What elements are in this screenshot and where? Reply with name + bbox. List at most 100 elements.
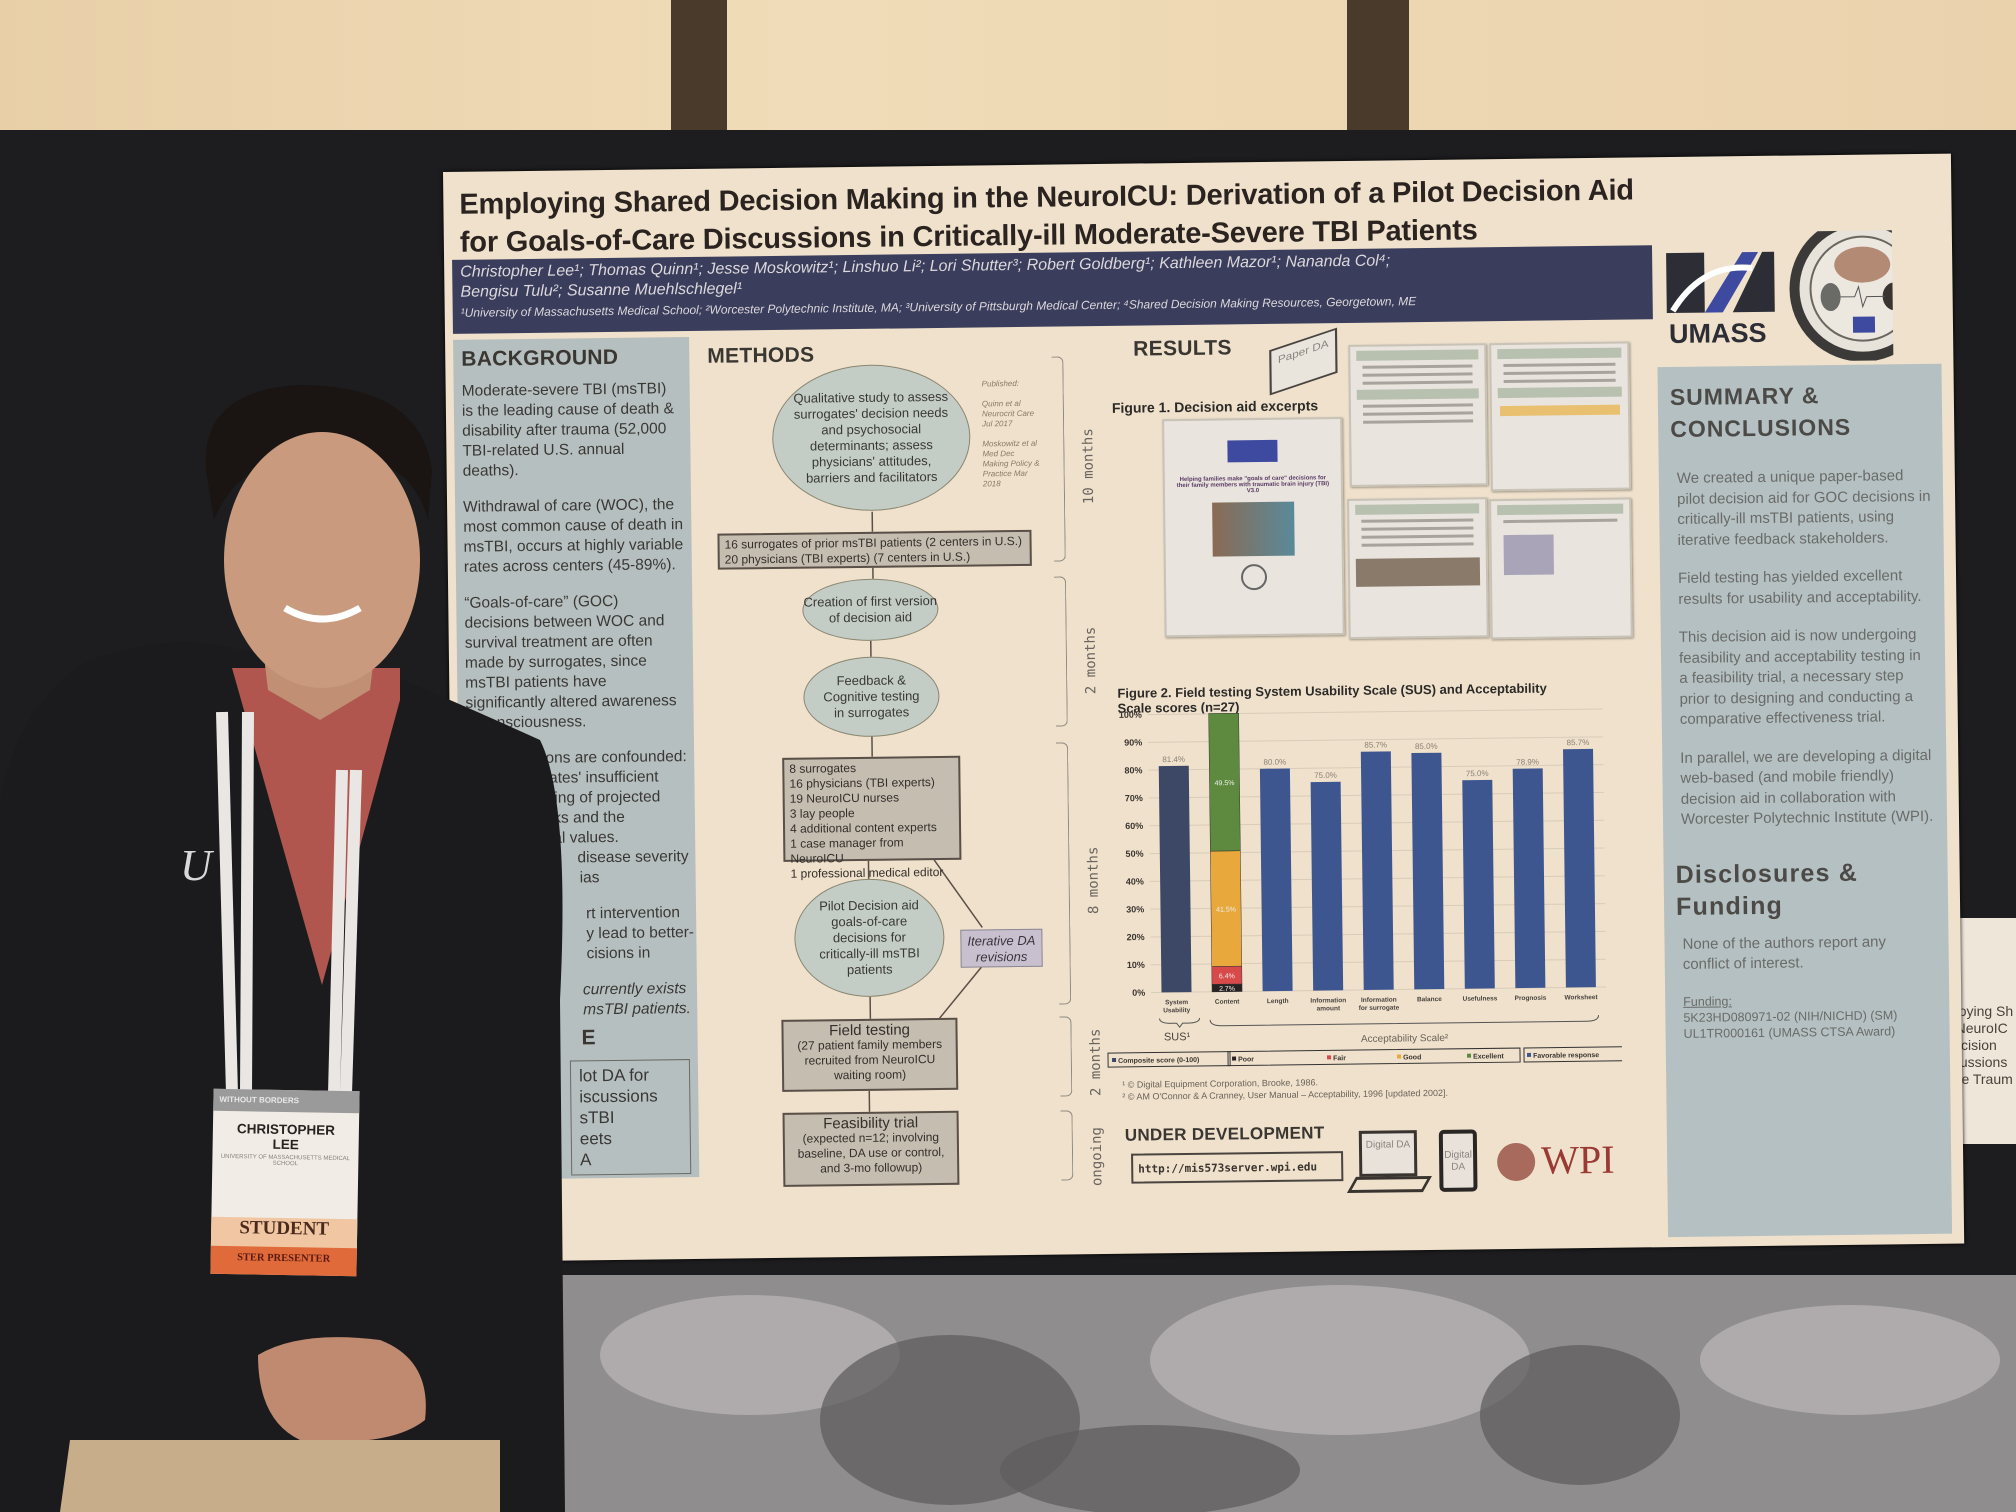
bar-value-label: 75.0% (1314, 771, 1337, 780)
lanyard (216, 711, 362, 1095)
wall-pillar (671, 0, 727, 150)
legend-label: Good (1403, 1054, 1421, 1061)
x-tick-label: Usefulness (1463, 995, 1498, 1002)
y-tick-label: 70% (1125, 793, 1143, 803)
y-tick-label: 100% (1119, 710, 1142, 720)
legend-swatch (1527, 1052, 1532, 1057)
segment-label: 2.7% (1219, 986, 1235, 993)
y-tick-label: 90% (1124, 737, 1142, 747)
y-tick-label: 10% (1127, 960, 1145, 970)
bar (1411, 752, 1445, 990)
x-tick-label: Balance (1417, 996, 1442, 1003)
legend-swatch (1112, 1057, 1117, 1063)
legend-label: Poor (1238, 1056, 1254, 1063)
laptop-keyboard-icon (1346, 1175, 1432, 1194)
flow-iterative-revisions: Iterative DA revisions (960, 928, 1043, 968)
bar (1310, 781, 1344, 991)
bar (1360, 751, 1394, 990)
timeline-bracket (1051, 356, 1066, 562)
legend-box (1523, 1046, 1623, 1063)
bar (1259, 768, 1293, 992)
legend-label: Composite score (0-100) (1118, 1057, 1199, 1065)
wpi-seal-icon (1496, 1142, 1536, 1182)
bar (1158, 765, 1192, 993)
flow-box-feasibility-trial: Feasibility trial (expected n=12; involvi… (782, 1110, 960, 1187)
pants (60, 1440, 500, 1512)
jacket-logo: U (180, 841, 215, 890)
timeline-label: ongoing (1088, 1126, 1106, 1187)
wall-pillar (1347, 0, 1409, 150)
segment-label: 6.4% (1219, 973, 1235, 980)
phone-icon: Digital DA (1438, 1129, 1478, 1192)
timeline-bracket (1059, 1016, 1073, 1097)
research-poster: Employing Shared Decision Making in the … (443, 153, 1965, 1262)
y-tick-label: 30% (1126, 904, 1144, 914)
x-tick-label: Worksheet (1564, 994, 1598, 1001)
figure1-caption: Figure 1. Decision aid excerpts (1111, 397, 1319, 416)
flow-box-field-testing: Field testing (27 patient family members … (781, 1017, 959, 1092)
hands (258, 1337, 426, 1442)
legend-swatch (1327, 1055, 1332, 1060)
flow-box-participants-1: 16 surrogates of prior msTBI patients (2… (717, 529, 1032, 570)
face (224, 432, 420, 688)
prototype-url[interactable]: http://mis573server.wpi.edu (1131, 1151, 1344, 1184)
x-tick-label: Usability (1163, 1007, 1191, 1014)
smile (283, 604, 362, 623)
legend-box (1107, 1051, 1231, 1068)
decision-aid-page-excerpt (1347, 497, 1489, 639)
flow-box-participants-2: 8 surrogates 16 physicians (TBI experts) 1… (782, 755, 962, 881)
publication-notes: Published: Quinn et al Neurocrit Care Ju… (981, 378, 1040, 489)
x-tick-label: Prognosis (1515, 995, 1547, 1002)
legend-swatch (1232, 1056, 1237, 1061)
bar-value-label: 85.0% (1415, 742, 1438, 751)
x-tick-label: Content (1215, 998, 1240, 1005)
jacket (0, 642, 565, 1512)
figure2-bar-chart: 0% 10% 20% 30% 40% 50% 60% 70% 80% 90% 100% 81.4% Sy… (1107, 708, 1623, 1068)
wall (0, 0, 2016, 150)
decision-aid-page-excerpt (1489, 497, 1633, 640)
laptop-icon: Digital DA (1358, 1130, 1418, 1177)
x-tick-label: Length (1267, 998, 1289, 1005)
paper-da-book-icon: Paper DA (1269, 327, 1338, 396)
decision-aid-page-excerpt (1489, 341, 1631, 492)
y-tick-label: 0% (1132, 988, 1145, 998)
presenter-ribbon: STER PRESENTER (210, 1245, 357, 1277)
timeline-bracket (1053, 576, 1068, 727)
bar-value-label: 78.9% (1516, 757, 1539, 766)
timeline-label: 10 months (1080, 428, 1098, 505)
x-tick-label: System (1165, 999, 1188, 1006)
sus-bracket (1159, 1017, 1201, 1029)
segment-label: 49.5% (1215, 780, 1235, 787)
flowchart-connectors (867, 511, 984, 1112)
y-tick-label: 20% (1126, 932, 1144, 942)
timeline-label: 2 months (1082, 626, 1100, 695)
section-heading: SUMMARY & CONCLUSIONS (1669, 382, 1852, 443)
acceptability-bracket (1209, 1015, 1600, 1027)
umass-logo: UMASS (1666, 230, 1894, 362)
under-development-heading: UNDER DEVELOPMENT (1124, 1123, 1325, 1145)
x-tick-label: Information (1310, 997, 1346, 1004)
summary-section: SUMMARY & CONCLUSIONS We created a uniqu… (1657, 363, 1953, 1238)
presenter-person: U (0, 385, 565, 1512)
y-tick-label: 80% (1124, 765, 1142, 775)
student-ribbon: STUDENT (210, 1216, 358, 1250)
y-tick-label: 50% (1125, 849, 1143, 859)
decision-aid-cover-excerpt: Helping families make "goals of care" de… (1162, 417, 1345, 638)
timeline-bracket (1060, 1110, 1074, 1181)
y-tick-label: 40% (1126, 876, 1144, 886)
legend-swatch (1467, 1053, 1472, 1058)
cover-photo (1212, 501, 1295, 557)
bar (1462, 779, 1495, 989)
section-heading: RESULTS (1133, 336, 1232, 361)
segment-label: 41.5% (1216, 907, 1236, 914)
legend-label: Fair (1333, 1055, 1346, 1062)
sus-group-label: SUS¹ (1164, 1031, 1191, 1043)
bar (1512, 768, 1546, 989)
shirt (232, 668, 400, 985)
x-tick-label: Information (1361, 997, 1397, 1004)
decision-aid-page-excerpt (1348, 343, 1488, 487)
acceptability-group-label: Acceptability Scale² (1361, 1033, 1449, 1045)
x-tick-label: for surrogate (1359, 1005, 1400, 1012)
disclosures-section: Disclosures & Funding None of the author… (1675, 858, 1898, 1041)
seal-icon (1240, 563, 1268, 591)
